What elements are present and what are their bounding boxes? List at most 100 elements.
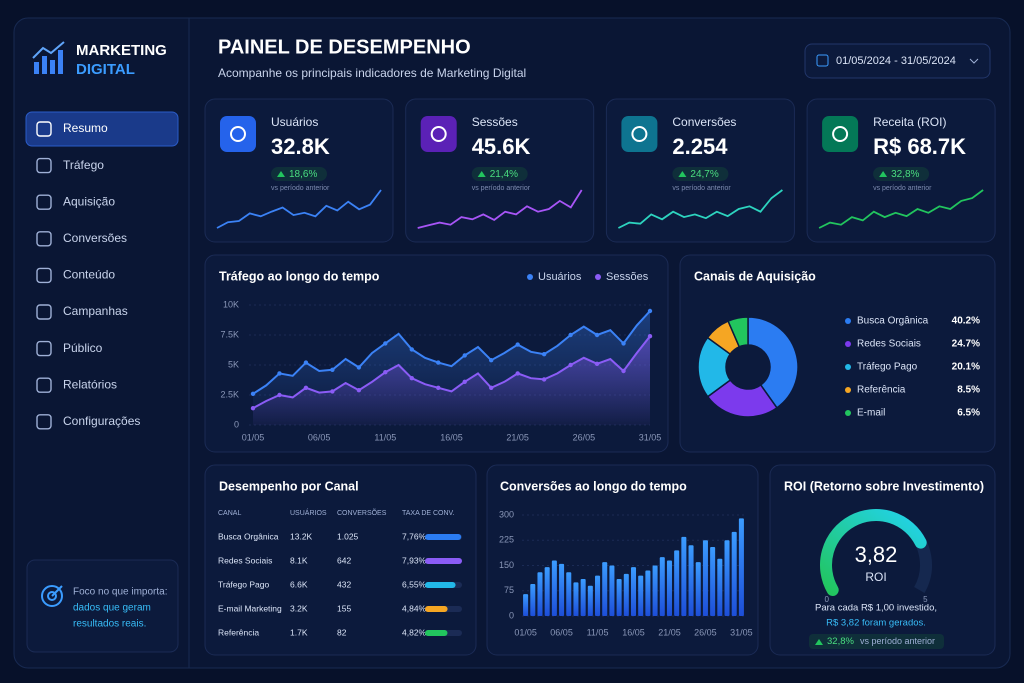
value-label: 24.7% bbox=[952, 339, 980, 350]
page-title: PAINEL DE DESEMPENHO bbox=[218, 36, 471, 58]
kpi-label: Conversões bbox=[672, 115, 736, 129]
nav-item[interactable]: Aquisição bbox=[63, 194, 115, 208]
table-cell: 4,82% bbox=[402, 627, 427, 637]
brand: MARKETING bbox=[76, 42, 167, 59]
chart-title: Canais de Aquisição bbox=[694, 269, 816, 283]
line bbox=[252, 310, 651, 395]
table-cell: Referência bbox=[218, 627, 259, 637]
nav-item[interactable]: Relatórios bbox=[63, 377, 117, 391]
sparkline bbox=[417, 189, 583, 229]
point bbox=[409, 376, 414, 381]
point bbox=[330, 389, 335, 394]
point bbox=[436, 360, 441, 365]
x-tick-label: 16/05 bbox=[440, 432, 463, 442]
date-picker[interactable] bbox=[804, 43, 991, 79]
area bbox=[253, 336, 650, 425]
kpi-icon bbox=[621, 116, 658, 152]
nav-item[interactable]: Configurações bbox=[63, 414, 140, 428]
y-tick-label: 7.5K bbox=[220, 329, 239, 339]
change-pill bbox=[271, 167, 327, 181]
nav-icon bbox=[36, 414, 52, 430]
kpi-icon-glyph bbox=[430, 126, 447, 142]
kpi-value: R$ 68.7K bbox=[873, 134, 966, 159]
table-cell: 6,55% bbox=[402, 579, 427, 589]
roi-change: 32,8% bbox=[827, 636, 854, 647]
change-pill bbox=[809, 634, 944, 649]
kpi-note: vs período anterior bbox=[271, 185, 330, 192]
bar bbox=[738, 518, 744, 616]
donut-slice bbox=[727, 316, 749, 348]
point bbox=[621, 368, 626, 374]
point bbox=[462, 379, 467, 384]
kpi-note: vs período anterior bbox=[672, 185, 731, 192]
bar bbox=[537, 572, 543, 616]
legend-dot bbox=[845, 364, 851, 370]
bar bbox=[523, 594, 529, 616]
sparkline bbox=[818, 189, 984, 229]
x-tick-label: 06/05 bbox=[308, 432, 331, 442]
point bbox=[383, 370, 388, 375]
kpi-value: 32.8K bbox=[271, 134, 330, 159]
table-cell: Tráfego Pago bbox=[218, 579, 269, 589]
kpi-note: vs período anterior bbox=[472, 185, 531, 192]
bar bbox=[652, 565, 658, 616]
donut-slice bbox=[706, 378, 778, 418]
change-arrow bbox=[815, 639, 823, 645]
change-pill bbox=[873, 167, 930, 181]
point bbox=[515, 371, 520, 376]
kpi-change: 24,7% bbox=[690, 169, 718, 180]
sparkline bbox=[618, 189, 783, 229]
x-tick-label: 16/05 bbox=[622, 627, 645, 637]
nav-item[interactable]: Conversões bbox=[63, 231, 127, 245]
table-cell: 1.025 bbox=[337, 531, 359, 541]
gauge-tick-label: 0 bbox=[824, 595, 829, 604]
bar bbox=[645, 570, 651, 616]
nav-item[interactable]: Tráfego bbox=[63, 158, 104, 172]
bar bbox=[580, 578, 586, 616]
legend-label: Tráfego Pago bbox=[857, 362, 918, 373]
line bbox=[252, 335, 651, 410]
nav-item[interactable]: Conteúdo bbox=[63, 268, 115, 282]
nav-item[interactable]: Campanhas bbox=[63, 304, 128, 318]
bar bbox=[616, 578, 622, 616]
point bbox=[303, 385, 309, 390]
kpi-label: Receita (ROI) bbox=[873, 115, 946, 129]
table-cell: 7,76% bbox=[402, 531, 427, 541]
tip-lead: Foco no que importa: bbox=[73, 587, 168, 598]
value-label: 20.1% bbox=[952, 362, 980, 373]
point bbox=[277, 371, 282, 376]
x-tick-label: 01/05 bbox=[514, 627, 537, 637]
bar bbox=[609, 565, 615, 616]
point bbox=[250, 406, 256, 411]
kpi-value: 2.254 bbox=[672, 134, 728, 159]
roi-card bbox=[769, 464, 996, 656]
legend-label: Sessões bbox=[606, 271, 649, 283]
bar bbox=[674, 550, 680, 616]
nav-item[interactable]: Público bbox=[63, 341, 103, 355]
table-cell: 3.2K bbox=[290, 603, 308, 613]
tip-icon bbox=[41, 585, 63, 607]
legend-label: Busca Orgânica bbox=[857, 316, 929, 327]
table-cell: 6.6K bbox=[290, 579, 308, 589]
nav-icon bbox=[36, 157, 52, 174]
bar bbox=[595, 575, 601, 616]
nav-icon bbox=[36, 194, 52, 210]
bar bbox=[551, 560, 557, 616]
legend-dot bbox=[595, 274, 601, 280]
legend-dot bbox=[845, 387, 851, 393]
point bbox=[594, 332, 600, 338]
kpi-icon bbox=[420, 116, 457, 152]
bar bbox=[573, 582, 579, 616]
point bbox=[409, 347, 414, 352]
kpi-label: Usuários bbox=[271, 115, 318, 129]
bar bbox=[731, 531, 737, 616]
bar bbox=[566, 572, 572, 616]
change-arrow bbox=[678, 171, 687, 177]
value-label: 6.5% bbox=[957, 408, 980, 419]
bar bbox=[602, 562, 608, 616]
brand: DIGITAL bbox=[76, 61, 135, 78]
legend-label: E-mail bbox=[857, 408, 885, 419]
nav-item[interactable]: Resumo bbox=[63, 121, 108, 135]
bar bbox=[659, 557, 665, 616]
